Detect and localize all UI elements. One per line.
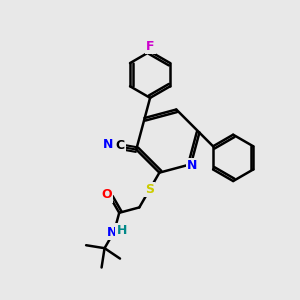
Text: H: H [116,224,127,237]
Text: S: S [145,183,154,196]
Text: N: N [103,138,113,151]
Text: N: N [187,159,198,172]
Text: N: N [106,226,117,238]
Text: F: F [146,40,154,53]
Text: O: O [101,188,112,202]
Text: C: C [116,139,125,152]
